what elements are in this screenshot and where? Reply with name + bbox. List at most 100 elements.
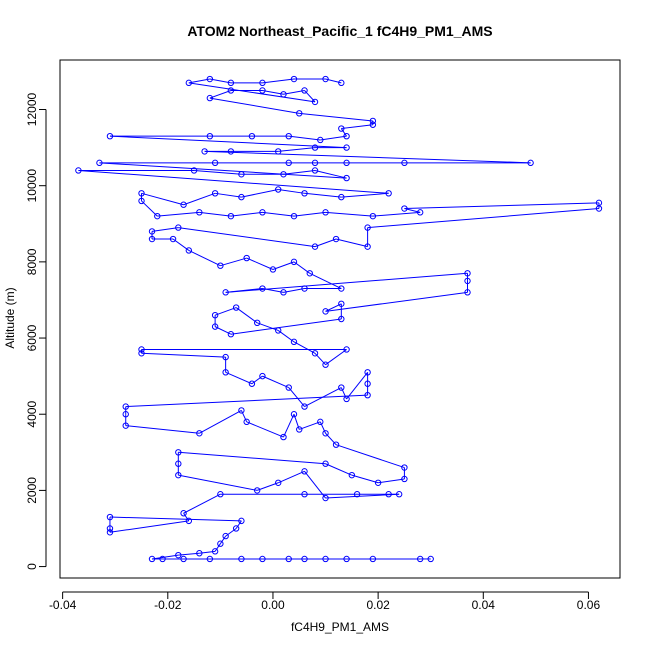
x-tick-label: -0.04 xyxy=(49,598,77,612)
data-point xyxy=(106,513,114,521)
data-point xyxy=(259,372,266,380)
series-line-segment xyxy=(199,211,231,217)
series-line-segment xyxy=(299,421,321,430)
data-point xyxy=(306,270,313,277)
data-point xyxy=(175,449,182,456)
data-point xyxy=(217,491,224,498)
chart-title: ATOM2 Northeast_Pacific_1 fC4H9_PM1_AMS xyxy=(187,23,492,39)
data-point xyxy=(259,87,266,94)
data-point xyxy=(416,209,424,216)
data-point xyxy=(227,331,235,338)
data-point xyxy=(180,510,187,517)
data-point xyxy=(206,132,214,140)
data-point xyxy=(464,289,471,296)
x-tick-label: 0.06 xyxy=(577,598,601,612)
data-point xyxy=(259,555,266,563)
series-line-segment xyxy=(288,387,305,407)
data-point xyxy=(238,555,245,563)
data-point xyxy=(227,148,235,155)
data-point xyxy=(401,475,408,483)
data-point xyxy=(343,144,350,151)
series-line-segment xyxy=(341,124,373,130)
data-point xyxy=(311,243,319,250)
data-point xyxy=(206,94,214,102)
data-point xyxy=(122,411,129,418)
data-point xyxy=(232,304,240,311)
series-line-segment xyxy=(220,257,247,267)
y-tick-label: 10000 xyxy=(25,169,39,203)
data-point xyxy=(222,353,229,361)
data-point xyxy=(322,555,329,563)
series-line-segment xyxy=(172,238,190,251)
data-point xyxy=(96,159,103,167)
data-point xyxy=(106,529,114,536)
series-line-segment xyxy=(183,192,216,206)
data-point xyxy=(317,136,324,144)
series-line-segment xyxy=(194,169,242,175)
y-axis: 0 2000 4000 6000 8000 10000 12000 xyxy=(25,93,47,570)
series-line-segment xyxy=(325,291,468,312)
series-line-segment xyxy=(99,162,347,179)
data-point xyxy=(464,277,471,285)
series-line-segment xyxy=(283,414,295,438)
series-line-segment xyxy=(367,208,600,229)
data-point xyxy=(269,266,277,273)
data-point xyxy=(217,262,224,269)
data-point xyxy=(385,190,392,197)
series-line-segment xyxy=(304,471,326,499)
data-point xyxy=(301,285,308,292)
x-tick-label: 0.00 xyxy=(261,598,285,612)
data-point xyxy=(211,323,219,330)
data-point xyxy=(401,159,408,167)
series-line-segment xyxy=(304,387,342,408)
data-point xyxy=(159,555,166,563)
data-point xyxy=(253,319,261,327)
series-line-segment xyxy=(125,394,368,408)
data-point xyxy=(285,159,292,167)
series-line-segment xyxy=(351,474,379,484)
data-point xyxy=(595,199,603,207)
series-line-segment xyxy=(178,227,316,248)
series-line-segment xyxy=(215,192,242,198)
series-line-segment xyxy=(277,330,295,343)
data-point xyxy=(374,479,382,486)
series-line-segment xyxy=(209,78,231,84)
data-point xyxy=(322,430,329,437)
series-line-segment xyxy=(183,512,190,522)
data-point xyxy=(196,550,203,557)
data-point xyxy=(364,243,371,250)
data-point xyxy=(185,517,193,525)
data-point xyxy=(464,270,471,277)
series-line-segment xyxy=(125,425,200,434)
y-tick-label: 8000 xyxy=(25,248,39,275)
data-point xyxy=(338,125,345,132)
data-point xyxy=(301,468,308,475)
data-point xyxy=(301,190,308,197)
series-line-segment xyxy=(325,349,347,366)
data-point xyxy=(259,285,266,292)
data-point xyxy=(259,209,266,216)
data-point xyxy=(317,418,324,426)
data-point xyxy=(148,555,156,563)
data-point xyxy=(175,460,182,467)
x-tick-label: 0.02 xyxy=(366,598,390,612)
series-line-segment xyxy=(225,371,253,385)
series-line-segment xyxy=(235,307,258,324)
series-line-segment xyxy=(188,249,221,267)
series-line-segment xyxy=(283,169,316,175)
data-point xyxy=(322,494,329,502)
plot-frame xyxy=(59,59,621,579)
data-point xyxy=(106,132,114,140)
series-line-segment xyxy=(283,288,305,293)
data-point xyxy=(122,422,129,429)
data-point xyxy=(138,190,145,197)
data-point xyxy=(311,144,319,151)
series-line-segment xyxy=(340,387,348,400)
data-point xyxy=(122,403,129,410)
series-line-segment xyxy=(293,341,316,354)
data-point xyxy=(201,148,208,155)
data-point xyxy=(253,487,261,494)
series-line-segment xyxy=(241,189,279,198)
data-point xyxy=(338,193,345,201)
series-line-segment xyxy=(78,169,389,194)
